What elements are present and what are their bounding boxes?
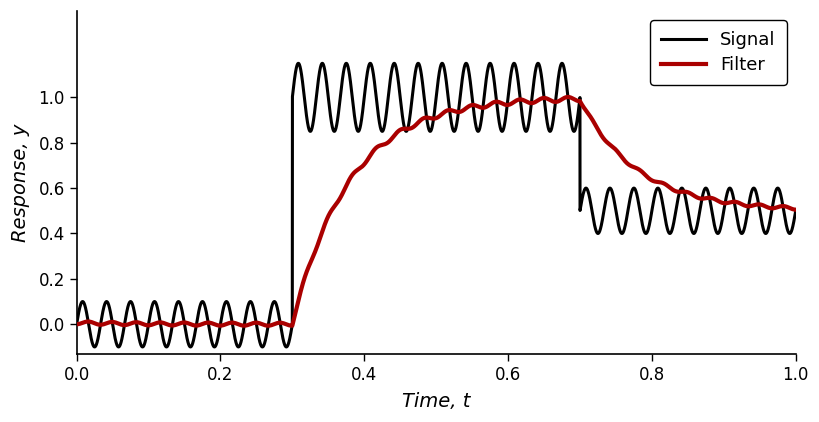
Filter	[102, 321, 111, 326]
Y-axis label: Response, y: Response, y	[11, 123, 30, 242]
Signal	[212, 337, 222, 342]
Line: Filter: Filter	[76, 97, 794, 326]
Filter	[790, 207, 799, 212]
Legend: Signal, Filter: Signal, Filter	[649, 20, 785, 85]
Signal	[752, 197, 762, 202]
Signal	[75, 305, 84, 310]
Signal	[115, 344, 124, 349]
Signal	[89, 344, 99, 349]
Signal	[790, 208, 799, 214]
Filter	[115, 322, 124, 327]
Signal	[293, 61, 303, 66]
Filter	[423, 115, 432, 120]
Filter	[75, 321, 84, 326]
Filter	[563, 95, 572, 100]
Filter	[752, 202, 762, 207]
Filter	[71, 322, 81, 327]
Filter	[212, 323, 222, 328]
Filter	[287, 323, 296, 328]
Signal	[423, 125, 432, 130]
Signal	[102, 299, 111, 304]
X-axis label: Time, t: Time, t	[401, 392, 470, 411]
Line: Signal: Signal	[76, 63, 794, 347]
Signal	[71, 322, 81, 327]
